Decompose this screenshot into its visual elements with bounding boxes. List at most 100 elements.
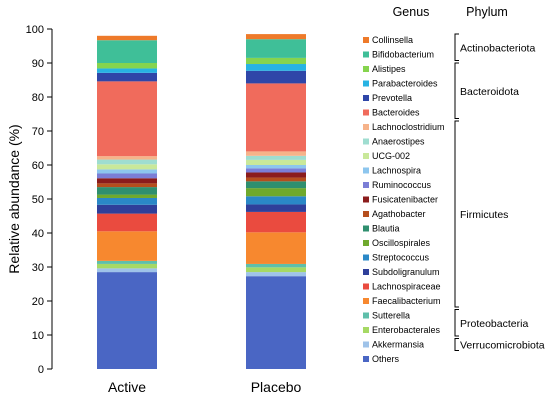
bar-segment-active-agathobacter <box>97 183 157 188</box>
bar-segment-active-bifidobacterium <box>97 40 157 63</box>
legend-swatch-streptococcus <box>363 254 369 261</box>
bar-segment-placebo-faecalibacterium <box>246 232 306 264</box>
bar-segment-placebo-lachnoclostridium <box>246 151 306 156</box>
legend-label-enterobacterales: Enterobacterales <box>372 325 441 335</box>
bar-segment-active-streptococcus <box>97 197 157 205</box>
y-tick-label: 60 <box>32 160 44 172</box>
legend-label-lachnospira: Lachnospira <box>372 166 421 176</box>
legend-label-blautia: Blautia <box>372 224 400 234</box>
legend-label-ucg-002: UCG-002 <box>372 151 410 161</box>
y-tick-label: 30 <box>32 262 44 274</box>
bar-segment-active-blautia <box>97 187 157 195</box>
bar-segment-placebo-sutterella <box>246 263 306 268</box>
bar-segment-active-ruminococcus <box>97 173 157 179</box>
phylum-bracket-verrucomicrobiota <box>454 338 459 351</box>
bar-segment-active-ucg-002 <box>97 164 157 170</box>
bar-segment-placebo-lachnospira <box>246 165 306 169</box>
legend-label-oscillospirales: Oscillospirales <box>372 238 431 248</box>
bar-segment-active-others <box>97 272 157 369</box>
legend-label-lachnospiraceae: Lachnospiraceae <box>372 282 441 292</box>
phylum-label-actinobacteriota: Actinobacteriota <box>460 42 535 54</box>
y-tick-label: 0 <box>38 364 44 376</box>
legend-swatch-faecalibacterium <box>363 298 369 304</box>
legend-label-ruminococcus: Ruminococcus <box>372 180 432 190</box>
bar-segment-placebo-fusicatenibacter <box>246 172 306 178</box>
legend-swatch-blautia <box>363 225 369 232</box>
legend-header-phylum: Phylum <box>466 5 508 19</box>
bar-segment-placebo-ruminococcus <box>246 168 306 173</box>
y-tick-label: 10 <box>32 330 44 342</box>
bar-segment-placebo-agathobacter <box>246 177 306 182</box>
bar-segment-placebo-streptococcus <box>246 196 306 205</box>
bar-segment-placebo-prevotella <box>246 70 306 84</box>
legend-label-alistipes: Alistipes <box>372 64 406 74</box>
legend-swatch-lachnoclostridium <box>363 124 369 130</box>
y-tick-label: 20 <box>32 296 44 308</box>
legend-label-lachnoclostridium: Lachnoclostridium <box>372 122 445 132</box>
legend-label-bacteroides: Bacteroides <box>372 108 420 118</box>
bar-segment-active-oscillospirales <box>97 194 157 198</box>
legend-label-faecalibacterium: Faecalibacterium <box>372 296 441 306</box>
legend-label-agathobacter: Agathobacter <box>372 209 426 219</box>
phylum-bracket-actinobacteriota <box>454 33 459 61</box>
y-tick-label: 100 <box>26 24 44 36</box>
y-tick-label: 70 <box>32 126 44 138</box>
legend-swatch-akkermansia <box>363 341 369 348</box>
legend-label-sutterella: Sutterella <box>372 311 410 321</box>
bar-segment-active-sutterella <box>97 260 157 264</box>
bar-segment-placebo-bifidobacterium <box>246 39 306 58</box>
x-axis: Active Placebo <box>108 379 302 395</box>
phylum-label-firmicutes: Firmicutes <box>460 209 508 221</box>
bar-segment-placebo-ucg-002 <box>246 159 306 165</box>
bar-segment-active-enterobacterales <box>97 263 157 269</box>
phylum-bracket-proteobacteria <box>454 309 459 337</box>
bar-segment-active-lachnoclostridium <box>97 156 157 160</box>
bar-segment-placebo-alistipes <box>246 57 306 65</box>
legend-swatch-collinsella <box>363 37 369 43</box>
bar-segment-placebo-oscillospirales <box>246 188 306 197</box>
legend-swatch-bacteroides <box>363 109 369 116</box>
bar-segment-placebo-enterobacterales <box>246 267 306 273</box>
legend-swatch-lachnospiraceae <box>363 283 369 290</box>
legend-label-akkermansia: Akkermansia <box>372 340 424 350</box>
legend-swatch-others <box>363 356 369 362</box>
legend-swatch-anaerostipes <box>363 138 369 145</box>
bar-segment-active-parabacteroides <box>97 68 157 73</box>
legend-swatch-ucg-002 <box>363 153 369 159</box>
legend-swatch-sutterella <box>363 312 369 319</box>
legend: Genus Phylum Collinsella Bifidobacterium A… <box>363 5 545 364</box>
legend-swatch-bifidobacterium <box>363 51 369 58</box>
bar-segment-active-lachnospira <box>97 169 157 174</box>
bar-segment-active-collinsella <box>97 35 157 41</box>
phylum-label-verrucomicrobiota: Verrucomicrobiota <box>460 340 545 352</box>
bar-segment-placebo-anaerostipes <box>246 155 306 160</box>
bar-segment-placebo-subdoligranulum <box>246 204 306 212</box>
bar-segment-active-lachnospiraceae <box>97 213 157 232</box>
phylum-bracket-firmicutes <box>454 120 459 308</box>
bar-segment-active-anaerostipes <box>97 159 157 165</box>
x-category-label-placebo: Placebo <box>251 379 302 395</box>
y-axis: 0 10 20 30 40 50 60 70 80 90 100 <box>26 24 53 376</box>
legend-label-parabacteroides: Parabacteroides <box>372 79 438 89</box>
y-tick-label: 50 <box>32 194 44 206</box>
bar-segment-active-subdoligranulum <box>97 204 157 214</box>
bars <box>97 34 306 369</box>
bar-segment-active-alistipes <box>97 63 157 69</box>
legend-label-fusicatenibacter: Fusicatenibacter <box>372 195 438 205</box>
legend-header-genus: Genus <box>393 5 430 19</box>
bar-segment-active-akkermansia <box>97 268 157 273</box>
legend-label-streptococcus: Streptococcus <box>372 253 430 263</box>
bar-segment-active-faecalibacterium <box>97 231 157 261</box>
phylum-label-bacteroidota: Bacteroidota <box>460 86 519 98</box>
legend-label-subdoligranulum: Subdoligranulum <box>372 267 440 277</box>
legend-swatch-prevotella <box>363 95 369 101</box>
bar-segment-placebo-lachnospiraceae <box>246 211 306 233</box>
bar-segment-placebo-blautia <box>246 181 306 189</box>
bar-segment-active-bacteroides <box>97 81 157 157</box>
y-tick-label: 40 <box>32 228 44 240</box>
legend-label-anaerostipes: Anaerostipes <box>372 137 425 147</box>
legend-label-prevotella: Prevotella <box>372 93 412 103</box>
bar-segment-placebo-others <box>246 276 306 369</box>
phylum-bracket-bacteroidota <box>454 62 459 119</box>
